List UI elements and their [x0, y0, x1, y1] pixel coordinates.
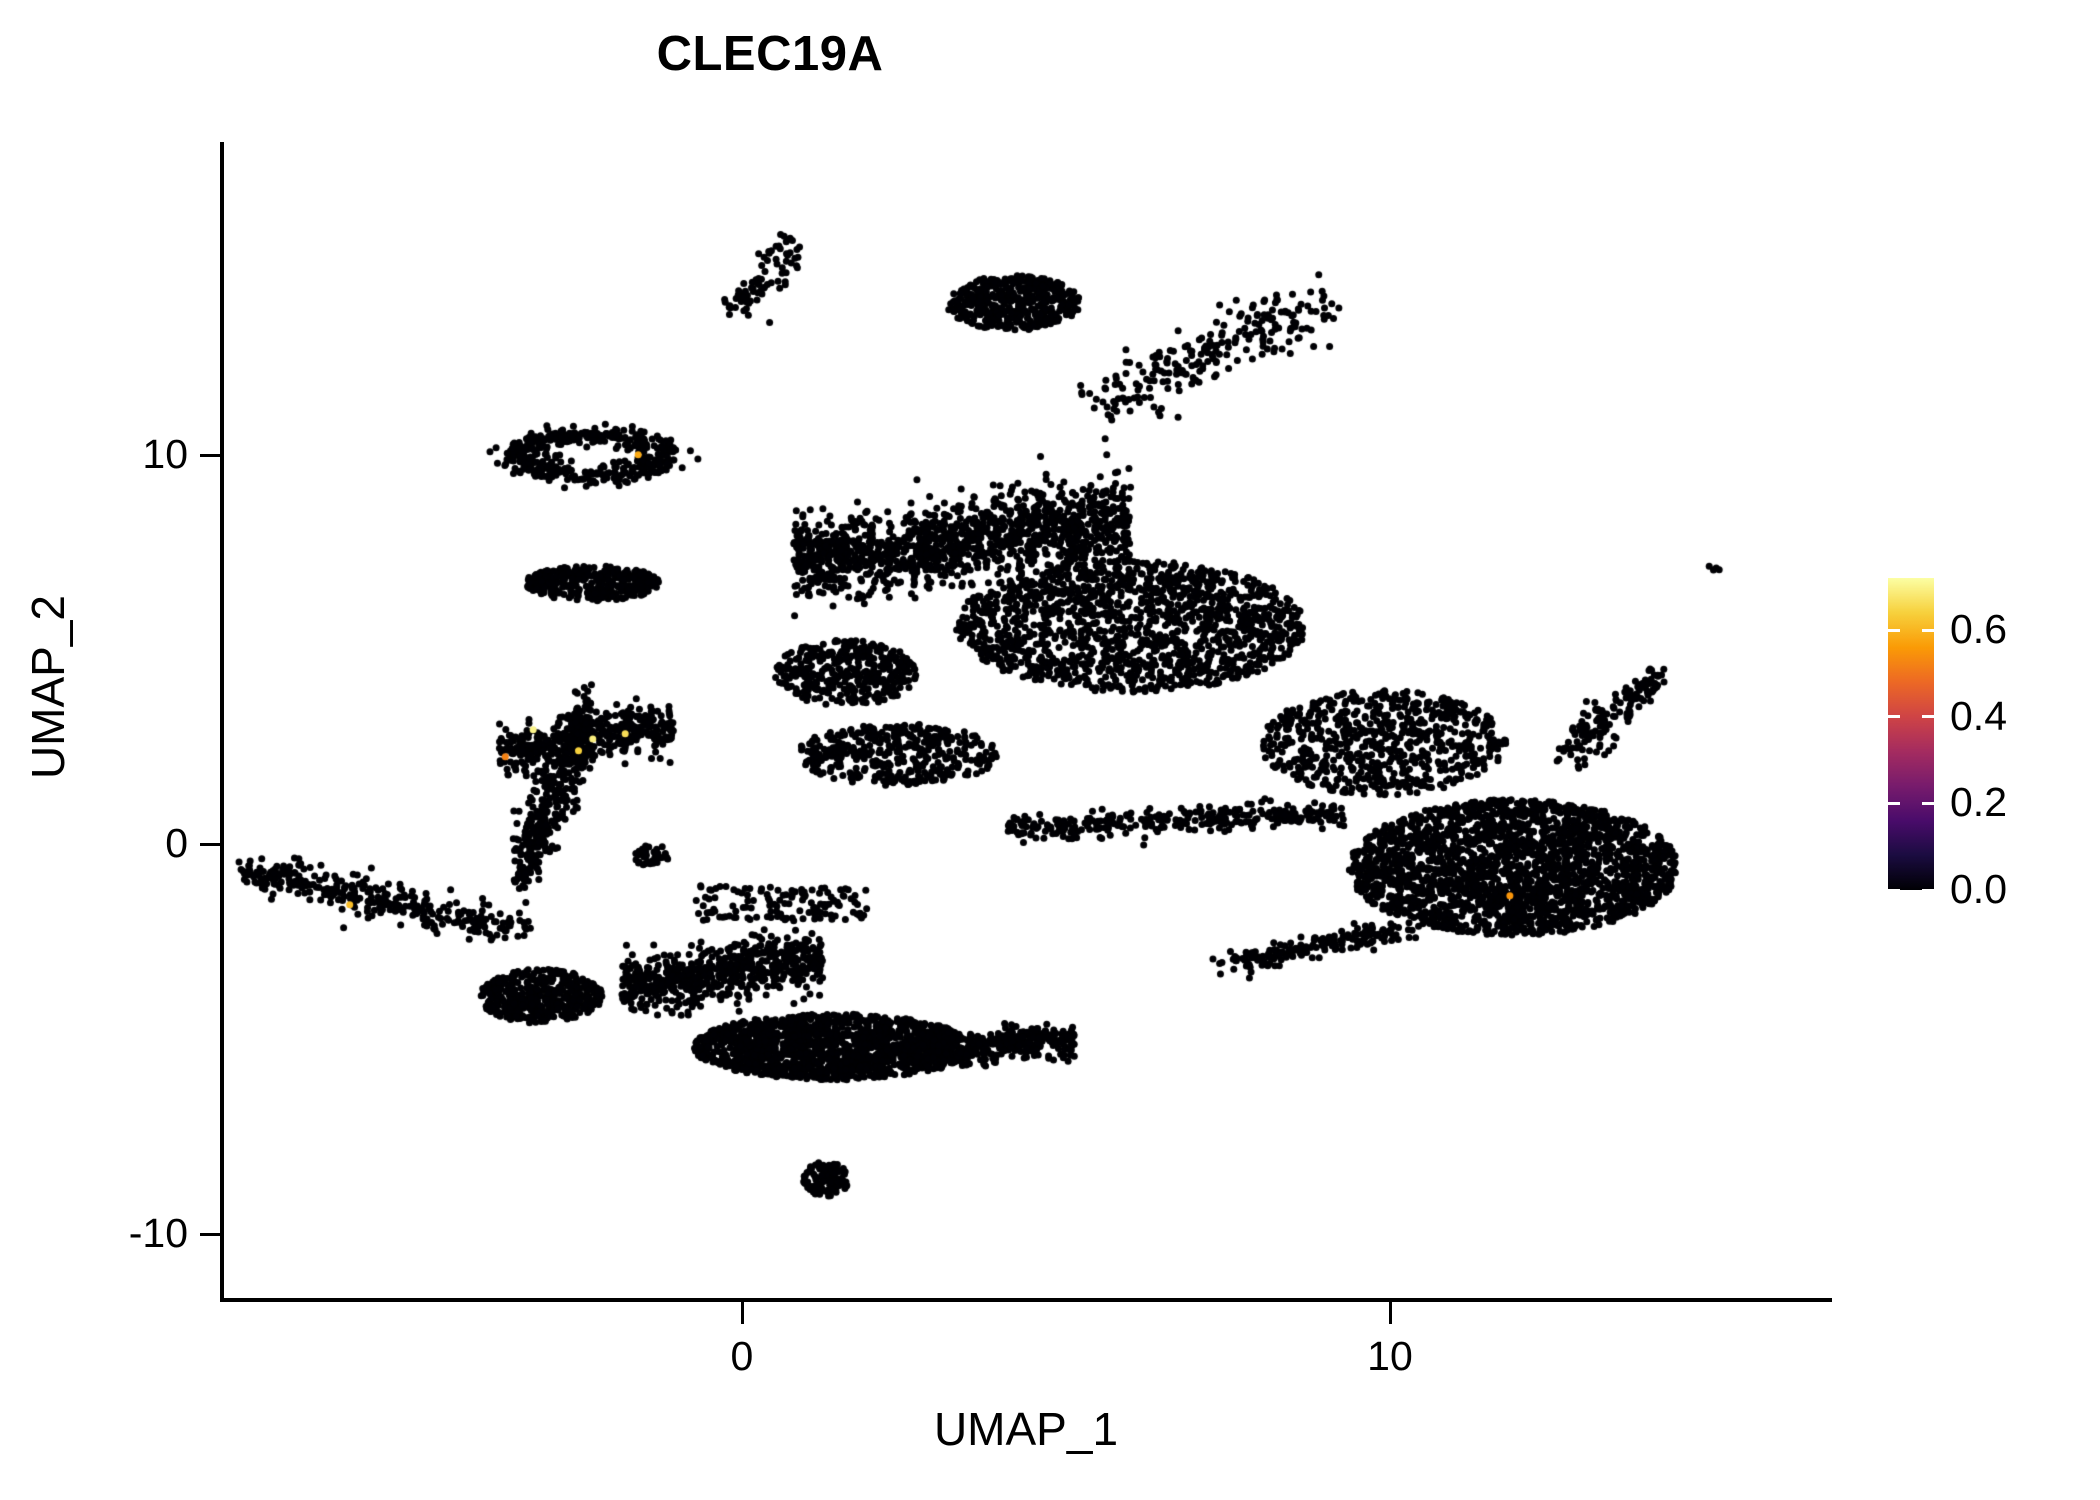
x-axis-line [220, 1298, 1832, 1302]
colorbar-tick-label: 0.2 [1950, 779, 2007, 826]
y-tick-mark [200, 453, 222, 457]
colorbar-tick-mark [1888, 628, 1900, 632]
chart-title: CLEC19A [656, 27, 884, 81]
y-tick-mark [200, 1232, 222, 1236]
x-tick-mark [1388, 1302, 1392, 1324]
x-axis-title: UMAP_1 [933, 1403, 1119, 1455]
colorbar-tick-label: 0.4 [1950, 692, 2007, 739]
colorbar-tick-mark [1888, 801, 1900, 805]
colorbar-tick-label: 0.0 [1950, 866, 2007, 912]
x-tick-label: 0 [730, 1333, 754, 1379]
colorbar-gradient [1888, 578, 1934, 890]
y-axis-title: UMAP_2 [22, 594, 74, 780]
y-tick-label-text: -10 [128, 1209, 188, 1256]
colorbar-tick-mark [1888, 888, 1900, 892]
colorbar-tick-mark [1922, 888, 1934, 892]
y-tick-label-text: 0 [165, 820, 188, 867]
colorbar-tick-mark [1922, 628, 1934, 632]
y-tick-mark [200, 843, 222, 847]
colorbar-tick-mark [1888, 715, 1900, 719]
colorbar-tick-label: 0.6 [1950, 606, 2007, 652]
colorbar-tick-mark [1922, 801, 1934, 805]
y-tick-label-text: 10 [142, 430, 188, 477]
colorbar-tick-mark [1922, 715, 1934, 719]
scatter-canvas [224, 144, 1832, 1298]
scatter-plot-area [224, 144, 1832, 1298]
y-axis-line [220, 142, 224, 1302]
x-tick-label: 10 [1367, 1333, 1413, 1379]
x-tick-mark [740, 1302, 744, 1324]
